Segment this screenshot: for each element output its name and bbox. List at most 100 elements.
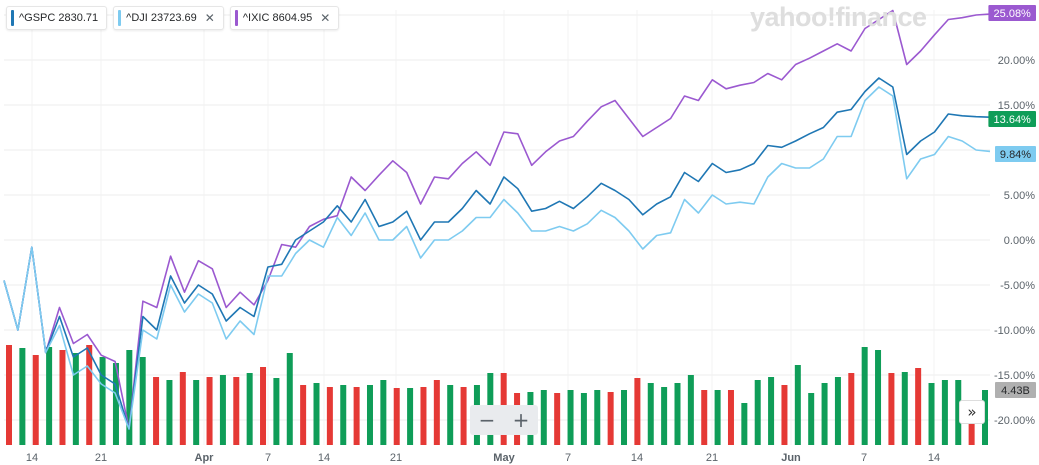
volume-bar <box>781 385 788 445</box>
volume-bar <box>353 387 360 445</box>
y-tick-label: 0.00% <box>1004 235 1035 247</box>
x-tick-label: May <box>493 452 515 464</box>
volume-bar <box>166 380 173 445</box>
x-tick-label: 7 <box>565 452 571 464</box>
volume-bar <box>326 387 333 445</box>
x-tick-label: 14 <box>26 452 38 464</box>
volume-bar <box>848 373 855 445</box>
end-badge-label: 4.43B <box>1001 385 1030 397</box>
legend: ^GSPC 2830.71 ^DJI 23723.69 ✕ ^IXIC 8604… <box>6 6 340 30</box>
volume-bar <box>206 377 213 445</box>
volume-bar <box>433 380 440 445</box>
zoom-controls: − + <box>470 405 538 435</box>
legend-chip-ixic[interactable]: ^IXIC 8604.95 ✕ <box>229 6 340 30</box>
volume-bar <box>179 372 186 445</box>
volume-bar <box>727 390 734 445</box>
end-badge-label: 25.08% <box>994 8 1032 20</box>
legend-chip-gspc[interactable]: ^GSPC 2830.71 <box>6 6 108 30</box>
volume-bar <box>647 383 654 445</box>
volume-bar <box>768 377 775 445</box>
y-tick-label: 5.00% <box>1004 190 1035 202</box>
volume-bar <box>540 390 547 445</box>
volume-bar <box>393 388 400 445</box>
legend-swatch-icon <box>234 10 238 26</box>
legend-chip-dji[interactable]: ^DJI 23723.69 ✕ <box>113 6 224 30</box>
volume-bars <box>6 345 988 445</box>
y-tick-label: -15.00% <box>994 370 1035 382</box>
legend-swatch-icon <box>11 10 14 26</box>
volume-bar <box>928 383 935 445</box>
volume-bar <box>407 388 414 445</box>
volume-bar <box>554 393 561 445</box>
volume-bar <box>260 367 267 445</box>
volume-bar <box>420 387 427 445</box>
legend-value: 8604.95 <box>272 12 313 24</box>
end-badge-label: 9.84% <box>1000 149 1031 161</box>
close-icon[interactable]: ✕ <box>204 11 215 25</box>
volume-bar <box>366 385 373 445</box>
volume-bar <box>634 378 641 445</box>
volume-bar <box>901 372 908 445</box>
series-line-ixic <box>3 9 991 430</box>
y-tick-label: -5.00% <box>1000 280 1035 292</box>
x-tick-label: 21 <box>390 452 402 464</box>
volume-bar <box>741 403 748 445</box>
volume-bar <box>567 390 574 445</box>
x-tick-label: 14 <box>631 452 643 464</box>
volume-bar <box>834 377 841 445</box>
x-axis: 14 21 Apr 7 14 21 May 7 14 21 Jun 7 14 <box>26 452 940 464</box>
end-badge <box>988 111 1036 127</box>
x-tick-label: 7 <box>265 452 271 464</box>
volume-bar <box>754 380 761 445</box>
volume-bar <box>580 393 587 445</box>
close-icon[interactable]: ✕ <box>320 11 331 25</box>
volume-bar <box>246 373 253 445</box>
volume-bar <box>888 373 895 445</box>
x-tick-label: 14 <box>318 452 330 464</box>
volume-bar <box>447 385 454 445</box>
volume-bar <box>621 390 628 445</box>
volume-bar <box>982 390 988 445</box>
x-tick-label: 21 <box>706 452 718 464</box>
volume-bar <box>607 392 614 445</box>
zoom-out-button[interactable]: − <box>478 408 496 432</box>
volume-bar <box>661 387 668 445</box>
volume-bar <box>233 377 240 445</box>
legend-symbol: ^GSPC <box>19 12 56 24</box>
y-tick-label: 20.00% <box>998 55 1036 67</box>
volume-bar <box>674 383 681 445</box>
volume-bar <box>340 385 347 445</box>
volume-bar <box>273 378 280 445</box>
zoom-in-button[interactable]: + <box>512 408 530 432</box>
yahoo-finance-logo: yahoo!finance <box>750 2 927 32</box>
volume-bar <box>941 380 948 445</box>
volume-bar <box>955 380 962 445</box>
x-tick-label: 7 <box>861 452 867 464</box>
volume-bar <box>139 357 146 445</box>
x-tick-label: 14 <box>928 452 940 464</box>
volume-bar <box>701 390 708 445</box>
volume-bar <box>32 355 39 445</box>
legend-value: 23723.69 <box>150 12 197 24</box>
legend-symbol: ^IXIC <box>242 12 270 24</box>
end-badge <box>995 146 1036 162</box>
x-tick-label: Apr <box>195 452 215 464</box>
volume-bar <box>915 368 922 445</box>
volume-bar <box>808 393 815 445</box>
volume-bar <box>594 390 601 445</box>
volume-bar <box>72 353 79 445</box>
volume-bar <box>313 383 320 445</box>
volume-bar <box>99 357 106 445</box>
y-tick-label: -20.00% <box>994 415 1035 427</box>
volume-bar <box>300 385 307 445</box>
end-badge <box>988 5 1036 21</box>
scroll-right-button[interactable]: » <box>959 400 985 424</box>
x-tick-label: 21 <box>95 452 107 464</box>
y-axis: 25.00%20.00%15.00%10.00%5.00%0.00%-5.00%… <box>994 10 1035 427</box>
volume-bar <box>380 380 387 445</box>
volume-bar <box>794 365 801 445</box>
volume-bar <box>59 350 66 445</box>
volume-bar <box>126 350 133 445</box>
series-line-dji <box>3 86 991 430</box>
